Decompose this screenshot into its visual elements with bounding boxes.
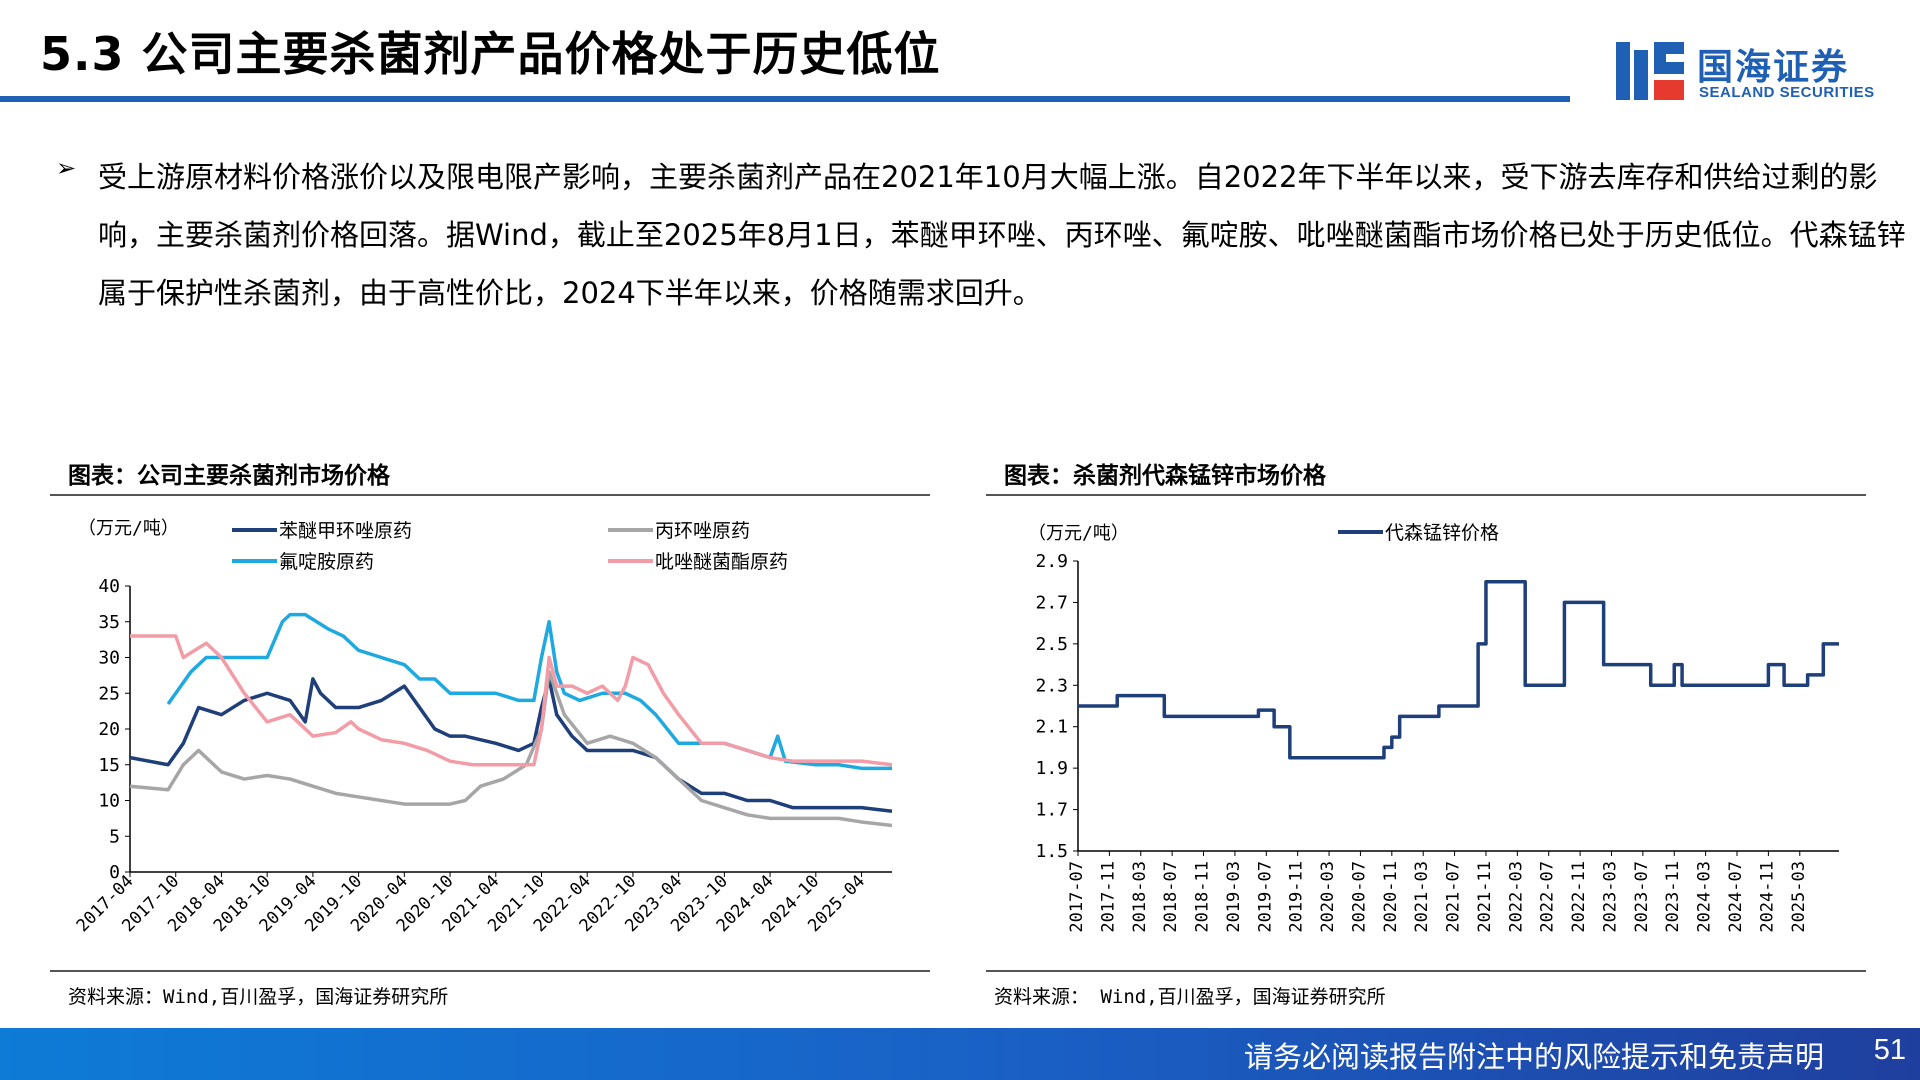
right-chart-top-rule: [986, 494, 1866, 496]
right-chart-y-tick-label: 1.7: [1035, 800, 1068, 821]
footer-bar: 请务必阅读报告附注中的风险提示和免责声明 51: [0, 1028, 1920, 1080]
right-chart-y-tick-label: 1.5: [1035, 841, 1068, 862]
right-chart-x-tick-label: 2019-07: [1255, 861, 1275, 933]
right-chart-x-tick-label: 2023-03: [1600, 861, 1620, 933]
right-chart-y-tick-label: 2.1: [1035, 717, 1068, 738]
left-chart-series-line-1: [129, 670, 893, 828]
right-chart-legend-label-0: 代森锰锌价格: [1385, 522, 1499, 544]
left-chart-y-tick-label: 20: [98, 719, 120, 740]
left-chart-legend-label-0: 苯醚甲环唑原药: [279, 520, 412, 542]
right-chart-x-tick-label: 2018-11: [1193, 861, 1213, 933]
right-chart-x-tick-label: 2021-03: [1412, 861, 1432, 933]
right-chart-x-tick-label: 2021-07: [1444, 861, 1464, 933]
right-chart-x-tick-label: 2019-11: [1287, 861, 1307, 933]
right-chart-x-tick-label: 2022-07: [1538, 861, 1558, 933]
summary-text: 受上游原材料价格涨价以及限电限产影响，主要杀菌剂产品在2021年10月大幅上涨。…: [98, 160, 1906, 310]
right-chart-y-tick-label: 2.7: [1035, 592, 1068, 613]
right-chart-x-tick-label: 2018-07: [1161, 861, 1181, 933]
left-chart-y-tick-label: 15: [98, 755, 120, 776]
left-chart-y-tick-label: 10: [98, 791, 120, 812]
company-logo: 国海证券 SEALAND SECURITIES: [1612, 36, 1887, 106]
footer-disclaimer: 请务必阅读报告附注中的风险提示和免责声明: [1243, 1040, 1824, 1074]
right-chart-y-tick-label: 1.9: [1035, 758, 1068, 779]
right-chart-x-tick-label: 2024-03: [1695, 861, 1715, 933]
logo-chinese-name: 国海证券: [1697, 47, 1850, 88]
right-chart-x-tick-label: 2023-11: [1663, 861, 1683, 933]
left-chart-series-line-0: [129, 677, 893, 813]
right-chart-bottom-rule: [986, 970, 1866, 972]
right-chart-y-tick-label: 2.9: [1035, 551, 1068, 572]
left-chart-legend-label-2: 氟啶胺原药: [279, 551, 374, 573]
right-chart-x-tick-label: 2020-11: [1381, 861, 1401, 933]
right-chart-x-tick-label: 2017-11: [1098, 861, 1118, 933]
right-chart-x-tick-label: 2017-07: [1067, 861, 1087, 933]
left-chart-y-tick-label: 25: [98, 683, 120, 704]
left-chart-top-rule: [50, 494, 930, 496]
right-chart-x-tick-label: 2018-03: [1130, 861, 1150, 933]
right-chart-source: 资料来源： Wind,百川盈孚，国海证券研究所: [994, 986, 1386, 1008]
right-chart-x-tick-label: 2021-11: [1475, 861, 1495, 933]
left-chart-legend-label-1: 丙环唑原药: [655, 520, 750, 542]
right-chart-caption: 图表：杀菌剂代森锰锌市场价格: [1004, 463, 1326, 489]
right-chart-x-tick-label: 2025-03: [1789, 861, 1809, 933]
left-chart-y-unit-label: （万元/吨）: [78, 518, 179, 539]
bullet-arrow-icon: ➢: [56, 154, 77, 182]
left-chart-y-tick-label: 35: [98, 612, 120, 633]
left-chart-bottom-rule: [50, 970, 930, 972]
logo-english-name: SEALAND SECURITIES: [1699, 84, 1875, 101]
right-chart-y-tick-label: 2.5: [1035, 634, 1068, 655]
left-chart-legend-label-3: 吡唑醚菌酯原药: [655, 551, 788, 573]
right-chart-x-tick-label: 2020-03: [1318, 861, 1338, 933]
right-chart-x-tick-label: 2022-03: [1506, 861, 1526, 933]
right-chart-x-tick-label: 2020-07: [1349, 861, 1369, 933]
right-chart-x-tick-label: 2023-07: [1632, 861, 1652, 933]
left-chart-series-line-3: [130, 634, 893, 767]
title-underline: [0, 96, 1570, 102]
right-chart-x-tick-label: 2019-03: [1224, 861, 1244, 933]
right-chart-y-tick-label: 2.3: [1035, 675, 1068, 696]
sealand-logo-icon: [1616, 42, 1684, 100]
left-price-chart: （万元/吨）05101520253035402017-042017-102018…: [73, 518, 893, 936]
right-chart-x-tick-label: 2024-11: [1757, 861, 1777, 933]
right-chart-y-unit-label: （万元/吨）: [1028, 523, 1129, 544]
right-price-chart: （万元/吨） 1.5 1.7 1.9 2.1 2.3 2.5 2.7 2.9 2017-07 201…: [1028, 522, 1839, 933]
page-number: 51: [1873, 1034, 1906, 1066]
left-chart-y-tick-label: 40: [98, 576, 120, 597]
left-chart-y-tick-label: 0: [109, 862, 120, 883]
left-chart-source: 资料来源：Wind,百川盈孚，国海证券研究所: [68, 986, 449, 1008]
page-title: 5.3 公司主要杀菌剂产品价格处于历史低位: [40, 27, 941, 81]
right-chart-series-line-0: [1078, 579, 1839, 760]
right-chart-x-tick-label: 2022-11: [1569, 861, 1589, 933]
left-chart-y-tick-label: 30: [98, 648, 120, 669]
left-chart-caption: 图表：公司主要杀菌剂市场价格: [68, 463, 390, 489]
left-chart-y-tick-label: 5: [109, 826, 120, 847]
right-chart-x-tick-label: 2024-07: [1726, 861, 1746, 933]
